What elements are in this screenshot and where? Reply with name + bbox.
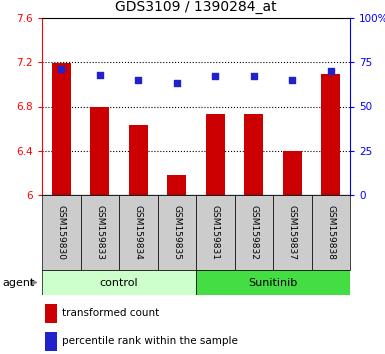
Bar bbox=[90, 107, 109, 195]
Bar bbox=[244, 114, 263, 195]
Text: GSM159831: GSM159831 bbox=[211, 205, 220, 260]
Point bbox=[328, 68, 334, 74]
Bar bbox=[52, 63, 71, 195]
Point bbox=[58, 67, 64, 72]
Bar bbox=[42, 195, 80, 270]
Text: agent: agent bbox=[2, 278, 34, 287]
Bar bbox=[283, 151, 302, 195]
Text: GSM159833: GSM159833 bbox=[95, 205, 104, 260]
Text: GSM159837: GSM159837 bbox=[288, 205, 297, 260]
Bar bbox=[196, 195, 234, 270]
Bar bbox=[234, 195, 273, 270]
Bar bbox=[129, 125, 148, 195]
Text: Sunitinib: Sunitinib bbox=[248, 278, 298, 287]
Bar bbox=[119, 195, 157, 270]
Point bbox=[174, 81, 180, 86]
Point bbox=[289, 77, 295, 83]
Bar bbox=[80, 195, 119, 270]
Text: control: control bbox=[100, 278, 138, 287]
Bar bbox=[45, 304, 57, 323]
Bar bbox=[167, 175, 186, 195]
Text: GSM159838: GSM159838 bbox=[326, 205, 335, 260]
Title: GDS3109 / 1390284_at: GDS3109 / 1390284_at bbox=[115, 0, 277, 14]
Bar bbox=[273, 195, 311, 270]
Text: transformed count: transformed count bbox=[62, 308, 159, 318]
Bar bbox=[45, 332, 57, 351]
Bar bbox=[157, 195, 196, 270]
Text: GSM159832: GSM159832 bbox=[249, 205, 258, 260]
Bar bbox=[311, 195, 350, 270]
Point bbox=[212, 74, 218, 79]
Point bbox=[97, 72, 103, 78]
Text: percentile rank within the sample: percentile rank within the sample bbox=[62, 336, 238, 347]
Text: GSM159830: GSM159830 bbox=[57, 205, 66, 260]
Point bbox=[251, 74, 257, 79]
Point bbox=[135, 77, 141, 83]
Text: GSM159834: GSM159834 bbox=[134, 205, 143, 260]
Text: GSM159835: GSM159835 bbox=[172, 205, 181, 260]
Bar bbox=[42, 270, 196, 295]
Bar bbox=[196, 270, 350, 295]
Bar bbox=[321, 74, 340, 195]
Bar bbox=[206, 114, 225, 195]
